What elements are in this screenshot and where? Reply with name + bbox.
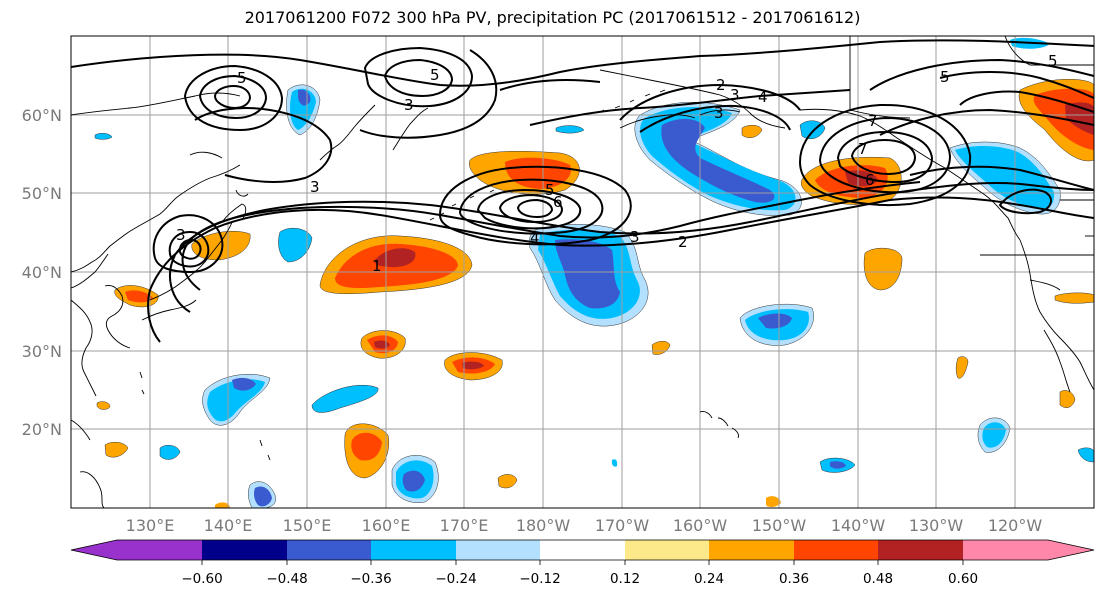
colorbar-tick-label: 0.24: [694, 571, 724, 587]
figure-title: 2017061200 F072 300 hPa PV, precipitatio…: [244, 8, 861, 27]
lon-label: 120°W: [988, 516, 1043, 535]
colorbar-tick-label: −0.12: [519, 571, 560, 587]
colorbar-segment: [540, 540, 625, 560]
colorbar-tick-label: −0.36: [350, 571, 391, 587]
contour-label: 3: [176, 226, 186, 244]
colorbar-segment: [117, 540, 202, 560]
colorbar-segment: [963, 540, 1048, 560]
contour-label: 1: [372, 257, 382, 275]
lon-label: 130°E: [126, 516, 175, 535]
colorbar-extend-right: [1048, 540, 1094, 560]
contour-label: 2: [716, 76, 726, 94]
colorbar-tick-labels: −0.60 −0.48 −0.36 −0.24 −0.12 0.12 0.24 …: [181, 571, 978, 587]
contour-label: 3: [730, 86, 740, 104]
contour-label: 3: [714, 104, 724, 122]
map-frame: [70, 35, 1095, 509]
lon-label: 170°W: [595, 516, 650, 535]
colorbar-segment: [371, 540, 456, 560]
colorbar-segment: [625, 540, 709, 560]
lon-label: 140°W: [831, 516, 886, 535]
colorbar: −0.60 −0.48 −0.36 −0.24 −0.12 0.12 0.24 …: [70, 539, 1095, 587]
contour-label: 4: [530, 229, 540, 247]
colorbar-tick-label: −0.48: [266, 571, 307, 587]
map-panel: 1 2 3 4 5 6 7 5 3 3 2 3 4 5 5 6 7 5 3 3: [71, 36, 1094, 508]
lat-label: 60°N: [22, 106, 62, 125]
lat-label: 20°N: [22, 420, 62, 439]
contour-label: 3: [404, 96, 414, 114]
lon-label: 160°E: [362, 516, 411, 535]
contour-label: 6: [553, 193, 563, 211]
contour-label: 7: [868, 112, 878, 130]
contour-label: 6: [865, 171, 875, 189]
colorbar-tick-label: 0.60: [948, 571, 978, 587]
coastlines: [71, 36, 1094, 508]
colorbar-segment: [878, 540, 963, 560]
lat-label: 50°N: [22, 184, 62, 203]
precip-shading: [94, 37, 1094, 508]
contour-label: 7: [858, 140, 868, 158]
pv-contours: [71, 39, 1094, 343]
lat-label: 30°N: [22, 342, 62, 361]
lon-label: 170°E: [440, 516, 489, 535]
colorbar-ticks: [201, 560, 964, 565]
contour-label: 5: [430, 66, 440, 84]
contour-label: 2: [678, 233, 688, 251]
colorbar-segment: [287, 540, 371, 560]
contour-label: 5: [545, 181, 555, 199]
contour-label: 3: [310, 178, 320, 196]
colorbar-tick-label: −0.60: [181, 571, 222, 587]
contour-label: 4: [758, 88, 768, 106]
lon-label: 160°W: [673, 516, 728, 535]
lon-label: 150°E: [283, 516, 332, 535]
colorbar-segment: [202, 540, 287, 560]
colorbar-extend-left: [71, 540, 117, 560]
colorbar-segment: [709, 540, 794, 560]
latitude-labels: 60°N 50°N 40°N 30°N 20°N: [22, 106, 62, 439]
contour-label: 3: [630, 228, 640, 246]
contour-label: 5: [1048, 52, 1058, 70]
lat-label: 40°N: [22, 263, 62, 282]
lon-label: 140°E: [204, 516, 253, 535]
colorbar-tick-label: 0.36: [779, 571, 809, 587]
positive-anomalies: [96, 79, 1094, 508]
colorbar-segment: [794, 540, 878, 560]
colorbar-tick-label: −0.24: [435, 571, 476, 587]
contour-label: 5: [237, 69, 247, 87]
contour-label: 5: [940, 68, 950, 86]
contour-labels: 1 2 3 4 5 6 7 5 3 3 2 3 4 5 5 6 7 5 3 3: [176, 52, 1058, 275]
negative-anomalies: [94, 37, 1094, 508]
colorbar-segment: [456, 540, 540, 560]
lon-label: 130°W: [909, 516, 964, 535]
colorbar-tick-label: 0.12: [610, 571, 640, 587]
lon-label: 150°W: [752, 516, 807, 535]
longitude-labels: 130°E 140°E 150°E 160°E 170°E 180°W 170°…: [126, 516, 1043, 535]
lon-label: 180°W: [516, 516, 571, 535]
colorbar-tick-label: 0.48: [863, 571, 893, 587]
